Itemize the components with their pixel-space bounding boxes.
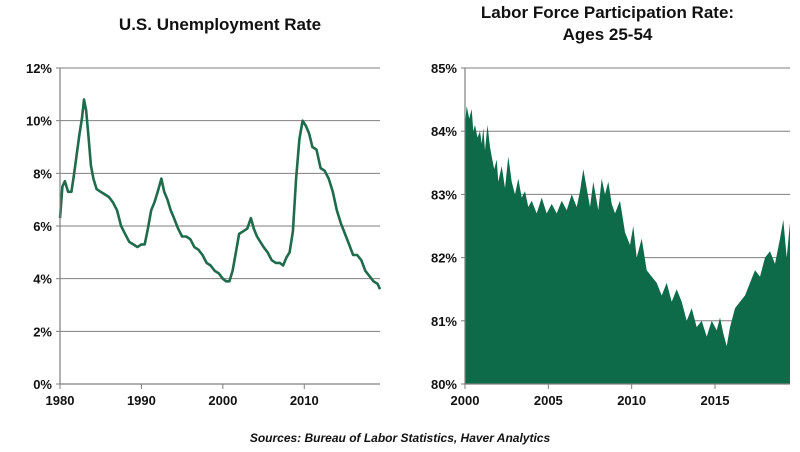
y-tick-label: 85% xyxy=(431,61,457,76)
x-tick-label: 2010 xyxy=(290,393,319,408)
y-tick-label: 83% xyxy=(431,187,457,202)
chart-title-unemployment: U.S. Unemployment Rate xyxy=(118,15,322,34)
y-tick-label: 6% xyxy=(33,219,52,234)
y-tick-label: 82% xyxy=(431,251,457,266)
x-tick-label: 2000 xyxy=(451,393,480,408)
y-tick-label: 80% xyxy=(431,377,457,392)
series-area xyxy=(465,105,790,385)
x-tick-label: 2015 xyxy=(701,393,730,408)
y-tick-label: 0% xyxy=(33,377,52,392)
x-tick-label: 1990 xyxy=(127,393,156,408)
y-tick-label: 2% xyxy=(33,324,52,339)
y-tick-label: 10% xyxy=(26,114,52,129)
chart-title-participation: Labor Force Participation Rate: Ages 25-… xyxy=(415,2,800,46)
x-tick-label: 1980 xyxy=(46,393,75,408)
y-tick-label: 81% xyxy=(431,314,457,329)
chart-title-participation-line-1: Labor Force Participation Rate: xyxy=(480,3,735,22)
x-tick-label: 2010 xyxy=(617,393,646,408)
x-tick-label: 2005 xyxy=(534,393,563,408)
y-tick-label: 84% xyxy=(431,124,457,139)
y-tick-label: 8% xyxy=(33,166,52,181)
series-line xyxy=(58,98,382,290)
y-tick-label: 4% xyxy=(33,272,52,287)
unemployment-chart: 0% 2% 4% 6% 8% 10% 12% 1980 1990 2000 2010 xyxy=(26,61,382,408)
source-note: Sources: Bureau of Labor Statistics, Hav… xyxy=(249,431,551,445)
y-tick-label: 12% xyxy=(26,61,52,76)
participation-chart: 80% 81% 82% 83% 84% 85% 2000 2005 2010 2015 xyxy=(431,61,790,408)
x-tick-label: 2000 xyxy=(208,393,237,408)
chart-title-participation-line-2: Ages 25-54 xyxy=(562,25,653,44)
